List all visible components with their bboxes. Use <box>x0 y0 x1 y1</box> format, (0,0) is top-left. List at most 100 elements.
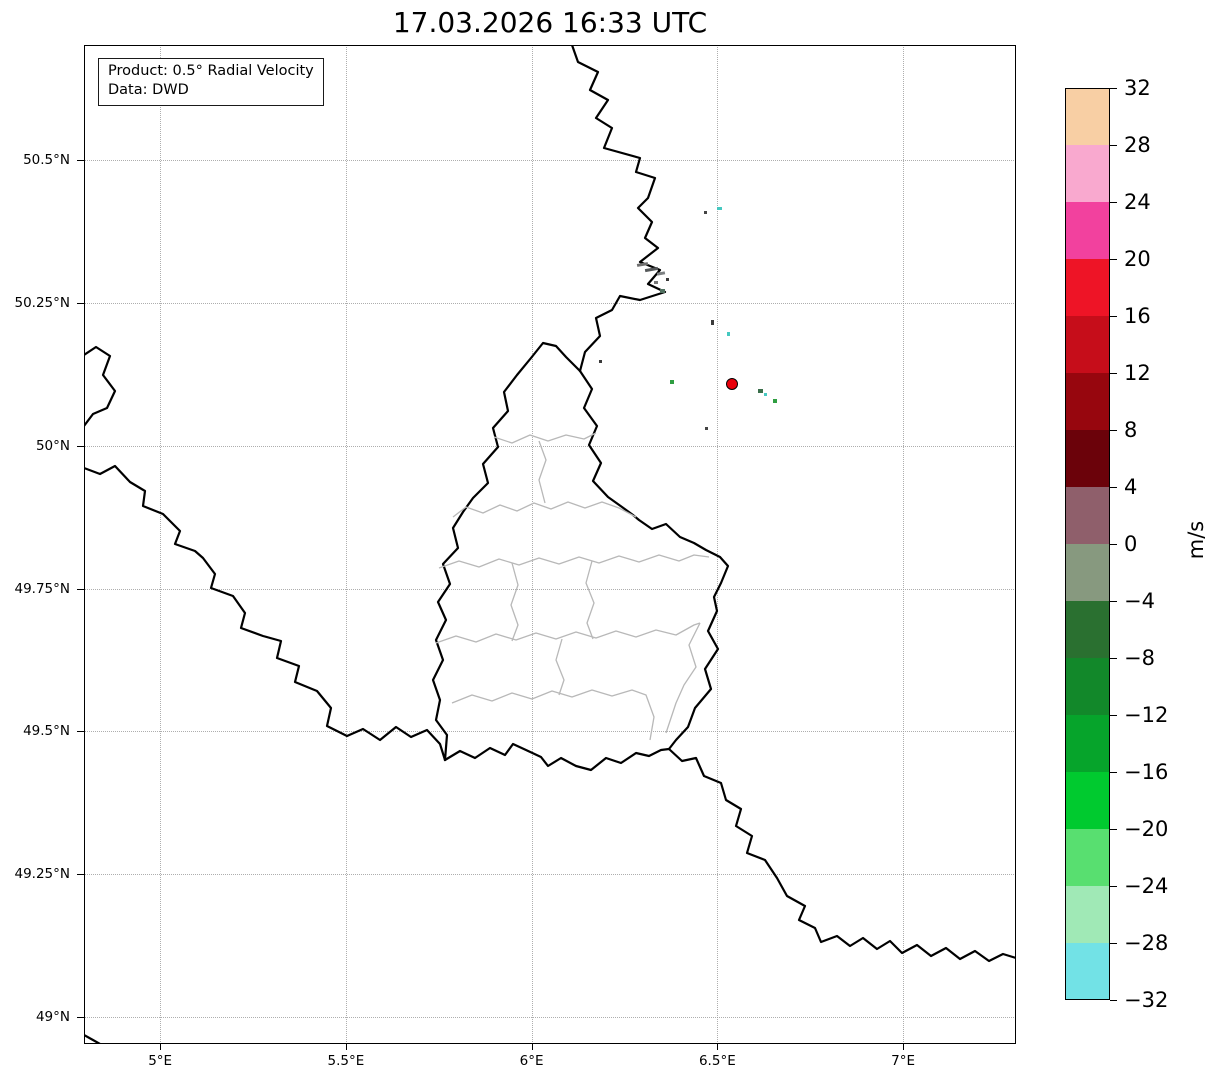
map-plot: Product: 0.5° Radial Velocity Data: DWD <box>84 45 1016 1044</box>
colorbar-tick-mark <box>1110 715 1117 716</box>
y-tick-mark <box>77 302 84 304</box>
grid-line-vertical <box>531 45 533 1044</box>
colorbar-tick-mark <box>1110 544 1117 545</box>
colorbar-tick-mark <box>1110 1000 1117 1001</box>
grid-line-horizontal <box>84 302 1016 304</box>
grid-line-vertical <box>345 45 347 1044</box>
radar-echo <box>666 278 670 282</box>
colorbar-tick-label: 12 <box>1124 361 1151 385</box>
grid-line-horizontal <box>84 445 1016 447</box>
legend-box: Product: 0.5° Radial Velocity Data: DWD <box>98 58 324 107</box>
y-tick-label: 49.5°N <box>23 723 70 740</box>
radar-echo <box>670 379 675 384</box>
grid-line-vertical <box>903 45 905 1044</box>
y-tick-mark <box>77 159 84 161</box>
grid-line-vertical <box>160 45 162 1044</box>
colorbar-tick-mark <box>1110 829 1117 830</box>
y-tick-label: 49.25°N <box>14 866 71 883</box>
radar-echo <box>599 359 603 363</box>
colorbar-tick-mark <box>1110 772 1117 773</box>
border-luxembourg-south <box>443 742 671 772</box>
border-belgium-germany <box>570 45 667 373</box>
y-tick-label: 50.25°N <box>14 294 71 311</box>
colorbar-tick-mark <box>1110 487 1117 488</box>
x-tick-mark <box>903 1044 905 1050</box>
colorbar-tick-mark <box>1110 88 1117 89</box>
x-tick-label: 5°E <box>148 1053 173 1069</box>
x-tick-label: 6.5°E <box>698 1053 736 1069</box>
colorbar-tick-label: −24 <box>1124 874 1169 898</box>
colorbar-tick-mark <box>1110 601 1117 602</box>
radar-echo <box>654 281 659 285</box>
colorbar-tick-label: −20 <box>1124 817 1169 841</box>
colorbar-tick-label: −16 <box>1124 760 1169 784</box>
radar-echo <box>704 426 708 430</box>
x-tick-mark <box>160 1044 162 1050</box>
legend-product: Product: 0.5° Radial Velocity <box>108 63 314 79</box>
radar-echo <box>726 331 730 336</box>
radar-echo <box>764 393 768 397</box>
x-tick-mark <box>345 1044 347 1050</box>
colorbar-tick-label: 8 <box>1124 418 1138 442</box>
y-tick-mark <box>77 588 84 590</box>
y-tick-label: 50.5°N <box>23 151 70 168</box>
y-tick-mark <box>77 445 84 447</box>
colorbar-tick-label: 0 <box>1124 532 1138 556</box>
border-france-germany <box>667 747 1016 963</box>
radar-echo <box>716 206 722 210</box>
y-tick-mark <box>77 731 84 733</box>
colorbar-tick-label: −12 <box>1124 703 1169 727</box>
colorbar-gradient <box>1065 88 1110 1000</box>
figure-title: 17.03.2026 16:33 UTC <box>392 6 708 39</box>
colorbar <box>1065 88 1110 1000</box>
colorbar-tick-label: 16 <box>1124 304 1151 328</box>
colorbar-tick-label: 24 <box>1124 190 1151 214</box>
border-france-belgium <box>84 464 447 762</box>
colorbar-tick-label: −4 <box>1124 589 1155 613</box>
x-tick-mark <box>717 1044 719 1050</box>
grid-line-horizontal <box>84 159 1016 161</box>
map-borders <box>84 45 1016 1044</box>
colorbar-tick-label: 28 <box>1124 133 1151 157</box>
givet-salient-border <box>84 345 117 428</box>
colorbar-tick-label: −28 <box>1124 931 1169 955</box>
colorbar-tick-mark <box>1110 202 1117 203</box>
colorbar-unit-label: m/s <box>1184 520 1208 560</box>
border-luxembourg-west <box>431 341 582 762</box>
grid-line-horizontal <box>84 588 1016 590</box>
colorbar-tick-mark <box>1110 658 1117 659</box>
border-corner-fragment <box>84 1033 102 1044</box>
x-tick-label: 6°E <box>519 1053 544 1069</box>
colorbar-tick-label: 32 <box>1124 76 1151 100</box>
colorbar-tick-mark <box>1110 943 1117 944</box>
y-tick-mark <box>77 1017 84 1019</box>
legend-data-source: Data: DWD <box>108 82 189 99</box>
x-tick-label: 7°E <box>891 1053 915 1069</box>
grid-line-vertical <box>717 45 719 1044</box>
colorbar-tick-mark <box>1110 145 1117 146</box>
colorbar-tick-label: −32 <box>1124 988 1169 1012</box>
border-luxembourg-east <box>578 369 730 751</box>
colorbar-tick-mark <box>1110 373 1117 374</box>
x-tick-mark <box>531 1044 533 1050</box>
luxembourg-canton-borders <box>435 432 710 741</box>
colorbar-frame <box>1065 88 1110 1000</box>
colorbar-tick-mark <box>1110 430 1117 431</box>
radar-echo <box>773 399 778 404</box>
colorbar-tick-label: −8 <box>1124 646 1155 670</box>
colorbar-tick-label: 20 <box>1124 247 1151 271</box>
y-tick-mark <box>77 874 84 876</box>
y-tick-label: 49°N <box>35 1009 70 1026</box>
colorbar-tick-mark <box>1110 259 1117 260</box>
y-tick-label: 50°N <box>35 437 70 454</box>
radar-echo <box>711 320 715 326</box>
grid-line-horizontal <box>84 1017 1016 1019</box>
colorbar-tick-mark <box>1110 886 1117 887</box>
radar-echo <box>659 289 665 294</box>
radar-echo <box>703 210 707 214</box>
radar-site-marker <box>726 378 739 391</box>
radar-echo <box>757 389 763 394</box>
grid-line-horizontal <box>84 731 1016 733</box>
colorbar-tick-label: 4 <box>1124 475 1138 499</box>
grid-line-horizontal <box>84 874 1016 876</box>
